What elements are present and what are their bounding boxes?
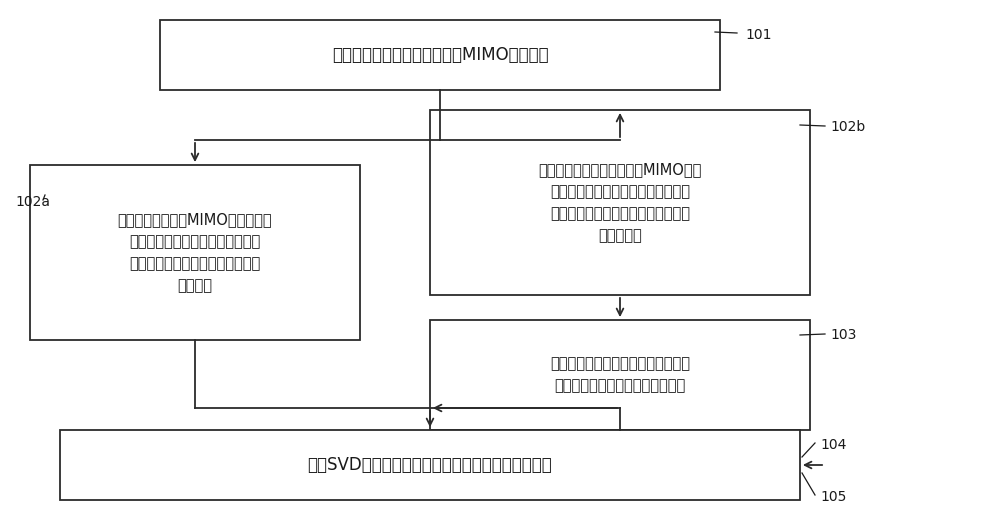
Bar	[60, 430, 800, 500]
Text: 103: 103	[830, 328, 856, 342]
Bar	[30, 165, 360, 340]
Text: 101: 101	[745, 28, 772, 42]
Text: 102b: 102b	[830, 120, 865, 134]
Text: 根据合法通信的最低通信质量要求，
得出用于发射人工噪声的最大功率: 根据合法通信的最低通信质量要求， 得出用于发射人工噪声的最大功率	[550, 356, 690, 394]
Bar	[160, 20, 720, 90]
Text: 基于SVD得出发送方和接收方的数字波束成形滤波器: 基于SVD得出发送方和接收方的数字波束成形滤波器	[308, 456, 552, 474]
Text: 105: 105	[820, 490, 846, 504]
Bar	[430, 110, 810, 295]
Text: 若否，则直接将合法信道的MIMO信道
信息设为迭代求解的初始矩阵，迭代
求解得出发送方和接收方的模拟波束
成形滤波器: 若否，则直接将合法信道的MIMO信道 信息设为迭代求解的初始矩阵，迭代 求解得出…	[538, 162, 702, 243]
Text: 104: 104	[820, 438, 846, 452]
Text: 102a: 102a	[15, 195, 50, 209]
Bar	[430, 320, 810, 430]
Text: 检测是否获取到偷听端对应的MIMO信道信息: 检测是否获取到偷听端对应的MIMO信道信息	[332, 46, 548, 64]
Text: 若是，则根据所述MIMO信道信息构
建迭代求解的初始矩阵，迭代求解
得出发送方和接收方的模拟波束成
形滤波器: 若是，则根据所述MIMO信道信息构 建迭代求解的初始矩阵，迭代求解 得出发送方和…	[118, 212, 272, 293]
